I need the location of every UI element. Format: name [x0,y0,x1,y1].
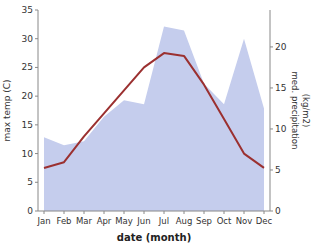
x-tick [124,211,125,214]
y-tick [35,67,38,68]
y-tick [35,153,38,154]
x-tick [224,211,225,214]
y-axis-line [38,10,39,211]
x-tick [164,211,165,214]
temp-line [44,53,264,168]
y2-tick [270,169,273,170]
y-tick-label: 35 [22,5,33,15]
x-tick-label: Nov [236,216,253,226]
y2-tick-label: 20 [275,42,287,52]
x-tick-label: Apr [97,216,112,226]
x-tick [244,211,245,214]
x-tick-label: Feb [56,216,71,226]
x-tick-label: Mar [76,216,93,226]
y-tick-label: 5 [27,177,33,187]
y2-tick [270,87,273,88]
y-tick [35,96,38,97]
y2-axis-label-line: (kg/m2) [301,94,311,128]
y2-tick-label: 15 [275,83,286,93]
y-axis-label: max temp (C) [2,79,12,141]
y2-tick-label: 0 [275,206,281,216]
x-tick-label: Aug [176,216,193,226]
y2-axis-label-line: med. precipitation [290,72,300,150]
y-tick [35,211,38,212]
x-axis-label: date (month) [117,232,191,243]
x-tick-label: May [115,216,133,226]
x-tick-label: Dec [256,216,273,226]
x-tick-label: Jul [158,216,169,226]
y2-tick [270,46,273,47]
y-tick-label: 25 [22,62,33,72]
y-tick-label: 20 [22,91,34,101]
y-tick-label: 0 [27,206,33,216]
x-tick-label: Jan [36,216,50,226]
x-tick [84,211,85,214]
y-tick-label: 10 [22,149,34,159]
y2-tick-label: 10 [275,124,287,134]
y-tick [35,182,38,183]
y-tick [35,38,38,39]
x-tick [104,211,105,214]
y-tick [35,124,38,125]
x-axis-line [38,211,270,212]
y2-tick-label: 5 [275,165,281,175]
x-tick [144,211,145,214]
plot-area [44,26,264,211]
y-tick [35,10,38,11]
x-tick-label: Sep [196,216,212,226]
x-tick-label: Jun [136,216,150,226]
y2-axis-label: med. precipitation(kg/m2) [290,72,311,150]
y-tick-label: 15 [22,120,33,130]
x-tick [184,211,185,214]
x-tick [44,211,45,214]
precip-area [44,26,264,211]
y2-tick [270,128,273,129]
x-tick [64,211,65,214]
x-tick-label: Oct [217,216,232,226]
chart: 0 5 10 15 20 25 30 35 max temp (C) 0 5 10 15 20 med. p… [0,0,318,247]
x-tick [264,211,265,214]
x-tick [204,211,205,214]
y-tick-label: 30 [22,34,34,44]
y2-tick [270,211,273,212]
y2-axis-line [270,10,271,211]
